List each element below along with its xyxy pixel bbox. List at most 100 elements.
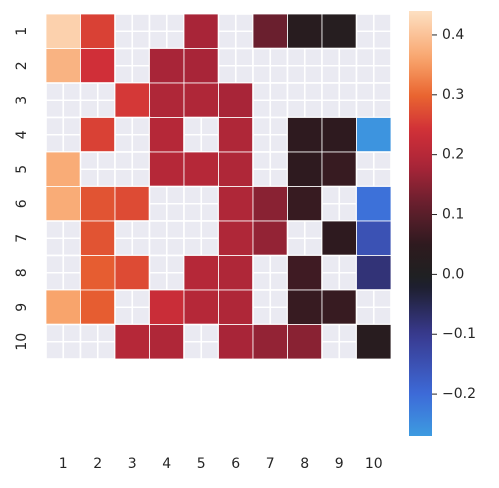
masked-cell — [321, 82, 358, 119]
heatmap-cell — [218, 117, 254, 153]
heatmap-cell — [218, 220, 254, 256]
heatmap-cell — [149, 48, 185, 84]
masked-cell — [183, 185, 220, 222]
heatmap-cell — [183, 82, 219, 118]
heatmap-cell — [149, 117, 185, 153]
masked-cell — [148, 220, 185, 257]
y-tick-label: 8 — [14, 268, 30, 277]
heatmap-cell — [321, 117, 357, 153]
heatmap-cell — [356, 186, 392, 222]
y-tick-label: 2 — [14, 61, 30, 70]
masked-cell — [252, 82, 289, 119]
masked-cell — [217, 47, 254, 84]
masked-cell — [321, 254, 358, 291]
masked-cell — [79, 82, 116, 119]
masked-cell — [355, 289, 392, 326]
x-axis-ticks: 1 2 3 4 5 6 7 8 9 10 — [59, 456, 383, 472]
heatmap-cell — [218, 289, 254, 325]
heatmap-cell — [287, 151, 323, 187]
colorbar-tick-label: 0.4 — [442, 27, 464, 43]
masked-cell — [355, 13, 392, 50]
x-tick-label: 3 — [128, 456, 137, 472]
heatmap-cells — [45, 13, 392, 360]
heatmap-cell — [80, 220, 116, 256]
heatmap-cell — [45, 289, 81, 325]
heatmap-cell — [80, 48, 116, 84]
heatmap-cell — [114, 324, 150, 360]
heatmap-cell — [218, 186, 254, 222]
masked-cell — [252, 254, 289, 291]
heatmap-cell — [321, 151, 357, 187]
masked-cell — [79, 323, 116, 360]
heatmap-cell — [218, 82, 254, 118]
masked-cell — [321, 185, 358, 222]
masked-cell — [114, 13, 151, 50]
colorbar-tick-label: 0.1 — [442, 207, 464, 223]
heatmap-cell — [218, 255, 254, 291]
heatmap-cell — [183, 48, 219, 84]
heatmap-cell — [183, 151, 219, 187]
heatmap-cell — [149, 151, 185, 187]
masked-cell — [286, 82, 323, 119]
heatmap-cell — [45, 48, 81, 84]
y-tick-label: 6 — [14, 199, 30, 208]
heatmap-cell — [252, 13, 288, 49]
masked-cell — [286, 220, 323, 257]
y-tick-label: 9 — [14, 303, 30, 312]
y-tick-label: 3 — [14, 96, 30, 105]
colorbar-tick-label: 0.0 — [442, 266, 464, 282]
masked-cell — [355, 151, 392, 188]
x-tick-label: 5 — [197, 456, 206, 472]
masked-cell — [148, 185, 185, 222]
heatmap-cell — [287, 186, 323, 222]
heatmap-cell — [218, 324, 254, 360]
heatmap-cell — [287, 289, 323, 325]
masked-cell — [45, 220, 82, 257]
heatmap-cell — [80, 117, 116, 153]
masked-cell — [148, 13, 185, 50]
colorbar-tick-label: −0.2 — [442, 386, 476, 402]
heatmap-cell — [183, 255, 219, 291]
heatmap-cell — [287, 255, 323, 291]
colorbar: 0.4 0.3 0.2 0.1 0.0 −0.1 −0.2 — [409, 11, 476, 436]
heatmap-cell — [183, 13, 219, 49]
masked-cell — [183, 323, 220, 360]
masked-cell — [252, 116, 289, 153]
heatmap-cell — [321, 289, 357, 325]
heatmap-cell — [287, 13, 323, 49]
y-tick-label: 1 — [14, 27, 30, 36]
y-tick-label: 7 — [14, 234, 30, 243]
masked-cell — [252, 47, 289, 84]
masked-cell — [252, 289, 289, 326]
masked-cell — [355, 47, 392, 84]
heatmap-cell — [356, 220, 392, 256]
masked-cell — [286, 47, 323, 84]
masked-cell — [321, 47, 358, 84]
heatmap-cell — [114, 82, 150, 118]
heatmap-cell — [149, 289, 185, 325]
heatmap-cell — [321, 220, 357, 256]
masked-cell — [148, 254, 185, 291]
heatmap-cell — [149, 324, 185, 360]
masked-cell — [114, 289, 151, 326]
masked-cell — [114, 151, 151, 188]
masked-cell — [45, 82, 82, 119]
masked-cell — [217, 13, 254, 50]
colorbar-tick-label: −0.1 — [442, 326, 476, 342]
heatmap-cell — [114, 186, 150, 222]
colorbar-tick-label: 0.2 — [442, 147, 464, 163]
y-axis-ticks: 1 2 3 4 5 6 7 8 9 10 — [14, 27, 30, 351]
heatmap-cell — [149, 82, 185, 118]
colorbar-gradient — [409, 11, 432, 436]
heatmap-cell — [287, 117, 323, 153]
masked-cell — [355, 82, 392, 119]
x-tick-label: 8 — [300, 456, 309, 472]
heatmap-cell — [356, 255, 392, 291]
masked-cell — [252, 151, 289, 188]
masked-cell — [183, 116, 220, 153]
x-tick-label: 10 — [365, 456, 383, 472]
heatmap-cell — [80, 186, 116, 222]
heatmap-cell — [80, 13, 116, 49]
y-tick-label: 10 — [14, 333, 30, 351]
